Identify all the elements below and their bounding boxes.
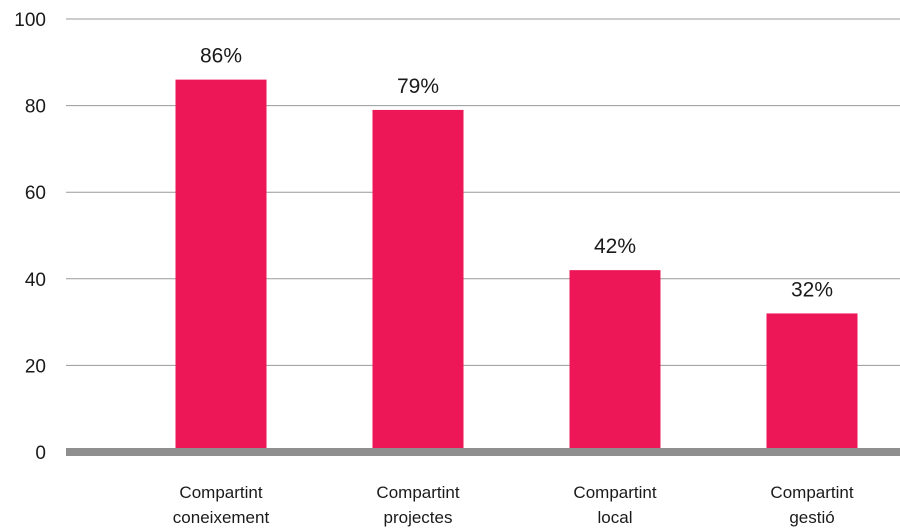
y-axis-ticks: 0 20 40 60 80 100 bbox=[14, 10, 46, 464]
x-category-label-line: coneixement bbox=[173, 508, 270, 527]
bars bbox=[175, 79, 858, 453]
x-category-label-line: projectes bbox=[384, 508, 453, 527]
y-tick-label: 40 bbox=[25, 270, 46, 291]
y-tick-label: 60 bbox=[25, 183, 46, 204]
x-axis-categories: Compartint coneixement Compartint projectes… bbox=[173, 483, 854, 527]
x-category-label-line: Compartint bbox=[376, 483, 459, 502]
data-label: 86% bbox=[200, 45, 242, 68]
x-category-label: Compartint projectes bbox=[376, 483, 459, 527]
data-label: 42% bbox=[594, 235, 636, 258]
data-labels: 86% 79% 42% 32% bbox=[200, 45, 833, 302]
bar bbox=[175, 79, 267, 453]
x-category-label: Compartint gestió bbox=[770, 483, 853, 527]
x-axis-baseline bbox=[66, 448, 900, 456]
y-tick-label: 80 bbox=[25, 97, 46, 118]
x-category-label: Compartint local bbox=[573, 483, 656, 527]
x-category-label-line: local bbox=[598, 508, 633, 527]
data-label: 79% bbox=[397, 75, 439, 98]
x-category-label-line: Compartint bbox=[179, 483, 262, 502]
x-category-label: Compartint coneixement bbox=[173, 483, 270, 527]
x-category-label-line: Compartint bbox=[770, 483, 853, 502]
bar bbox=[372, 109, 464, 453]
data-label: 32% bbox=[791, 278, 833, 301]
x-category-label-line: Compartint bbox=[573, 483, 656, 502]
y-tick-label: 100 bbox=[14, 10, 46, 31]
bar bbox=[766, 313, 858, 452]
x-category-label-line: gestió bbox=[789, 508, 834, 527]
y-tick-label: 20 bbox=[25, 356, 46, 377]
bar bbox=[569, 270, 661, 452]
y-tick-label: 0 bbox=[35, 443, 46, 464]
